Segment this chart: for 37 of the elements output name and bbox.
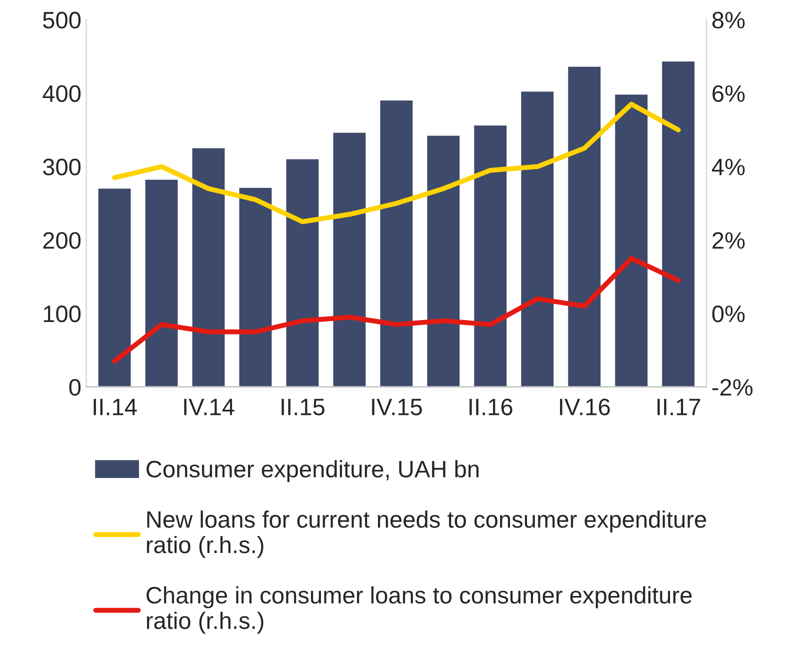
x-tick-label: IV.15 [372, 398, 422, 416]
line-series [112, 102, 681, 224]
x-tick-label: II.16 [470, 398, 512, 416]
legend-label: Change in consumer loans to consumer expenditure ratio (r.h.s.) [146, 586, 692, 634]
y-tick-label: 500 [43, 12, 81, 29]
y2-tick-label: 8% [712, 12, 745, 29]
y-tick-label: 100 [44, 306, 81, 322]
x-tick-label: II.17 [658, 398, 700, 416]
bar [284, 158, 320, 387]
bar [660, 60, 696, 387]
y2-tick-label: 2% [712, 232, 745, 249]
y2-tick-label: 0% [712, 306, 745, 322]
y-tick-label: 200 [43, 232, 81, 249]
bar [190, 146, 226, 387]
x-tick-label: IV.14 [184, 398, 234, 416]
y-tick-label: 300 [43, 158, 81, 176]
y-tick-label: 0 [69, 378, 81, 396]
x-tick-label: IV.16 [560, 398, 610, 416]
bar [96, 187, 132, 387]
legend-label: Consumer expenditure, UAH bn [146, 460, 479, 482]
bar [426, 134, 462, 387]
x-tick-label: II.14 [94, 398, 137, 416]
y2-tick-label: -2% [712, 378, 753, 396]
bar [472, 124, 508, 387]
bar [238, 186, 274, 387]
bar [520, 90, 555, 387]
bar [332, 131, 368, 387]
y2-tick-label: 6% [712, 85, 745, 102]
y-tick-label: 400 [42, 85, 81, 102]
y2-tick-label: 4% [712, 158, 745, 176]
bar [378, 99, 414, 387]
legend-label: New loans for current needs to consumer expenditure ratio (r.h.s.) [146, 510, 706, 558]
bar [566, 65, 602, 387]
bar [614, 93, 649, 387]
bar [144, 178, 180, 387]
line-series [112, 256, 681, 364]
x-tick-label: II.15 [282, 398, 324, 416]
